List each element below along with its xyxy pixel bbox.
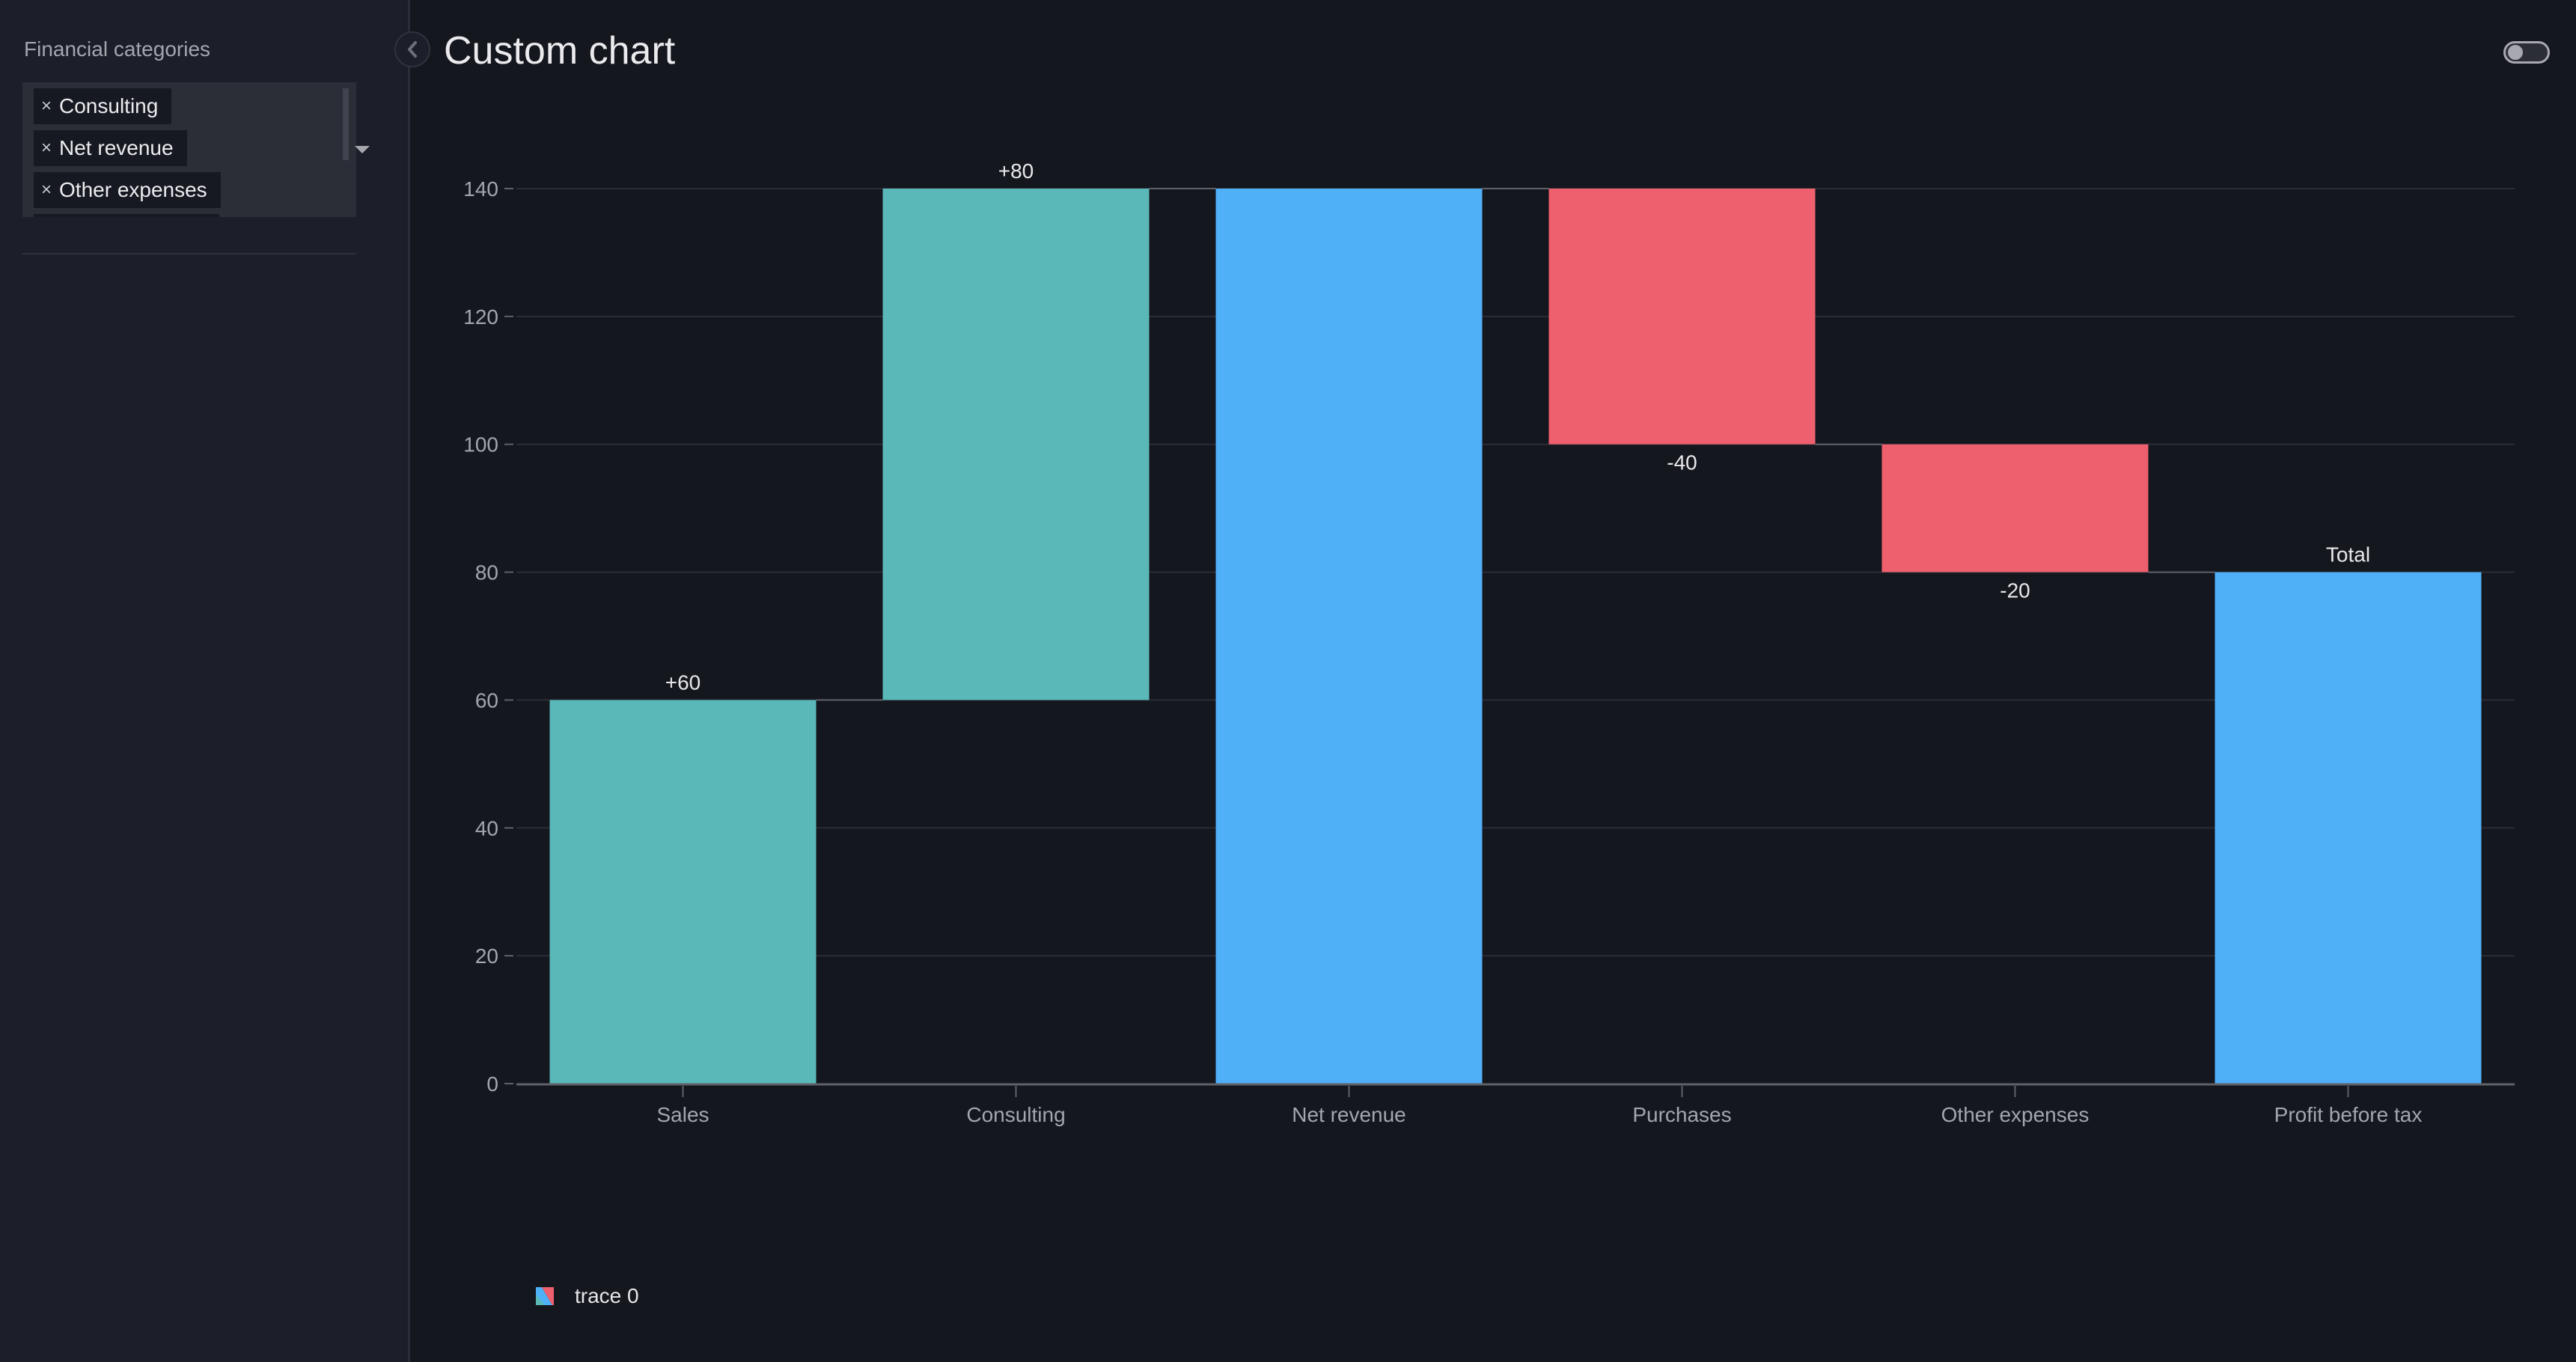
y-tick-label: 20 xyxy=(475,944,498,968)
chip-label: Consulting xyxy=(59,94,159,117)
x-tick-label: Profit before tax xyxy=(2274,1103,2423,1126)
multiselect-scrollbar[interactable] xyxy=(343,88,349,160)
financial-categories-label: Financial categories xyxy=(24,37,211,61)
bar-value-label: -20 xyxy=(2000,579,2030,602)
chip-label: Net revenue xyxy=(59,136,174,159)
selected-chip-overflow xyxy=(34,214,219,217)
bar-sales xyxy=(549,700,817,1084)
x-tick-label: Net revenue xyxy=(1292,1103,1406,1126)
chip-label: Other expenses xyxy=(59,178,207,201)
remove-chip-icon[interactable]: × xyxy=(41,180,52,200)
bar-value-label: -40 xyxy=(1667,451,1697,474)
collapse-sidebar-button[interactable] xyxy=(394,31,430,67)
sidebar: Financial categories × Consulting × Net … xyxy=(0,0,410,1362)
toggle-knob xyxy=(2508,45,2523,60)
remove-chip-icon[interactable]: × xyxy=(41,138,52,158)
selected-chip-other-expenses: × Other expenses xyxy=(34,172,221,208)
bar-value-label: Total xyxy=(2326,543,2370,567)
selected-chip-net-revenue: × Net revenue xyxy=(34,130,187,166)
y-tick-label: 40 xyxy=(475,816,498,840)
legend-label: trace 0 xyxy=(575,1284,639,1307)
bar-purchases xyxy=(1548,189,1816,445)
chevron-left-icon xyxy=(408,41,417,58)
remove-chip-icon[interactable]: × xyxy=(41,96,52,116)
x-tick-label: Purchases xyxy=(1632,1103,1731,1126)
bar-profit-before-tax xyxy=(2215,572,2482,1084)
y-tick-label: 60 xyxy=(475,688,498,712)
selected-chip-consulting: × Consulting xyxy=(34,88,172,124)
x-tick-label: Sales xyxy=(656,1103,709,1126)
y-tick-label: 120 xyxy=(463,305,498,329)
y-tick-label: 0 xyxy=(486,1072,498,1096)
dropdown-caret-icon[interactable] xyxy=(355,146,370,153)
page-title: Custom chart xyxy=(444,29,676,73)
x-tick-label: Consulting xyxy=(966,1103,1065,1126)
y-tick-label: 140 xyxy=(463,177,498,201)
sidebar-divider xyxy=(22,253,356,254)
financial-categories-multiselect[interactable]: × Consulting × Net revenue × Other expen… xyxy=(22,82,356,217)
bar-other-expenses xyxy=(1881,444,2149,572)
bar-value-label: +80 xyxy=(998,159,1034,183)
bar-value-label: +60 xyxy=(665,671,701,694)
legend-swatch-icon xyxy=(536,1287,554,1305)
bar-consulting xyxy=(882,189,1150,700)
y-tick-label: 80 xyxy=(475,561,498,584)
legend[interactable]: trace 0 xyxy=(536,1284,639,1308)
x-tick-label: Other expenses xyxy=(1941,1103,2090,1126)
bar-net-revenue xyxy=(1215,189,1483,1084)
y-tick-label: 100 xyxy=(463,433,498,456)
theme-toggle[interactable] xyxy=(2503,41,2550,64)
